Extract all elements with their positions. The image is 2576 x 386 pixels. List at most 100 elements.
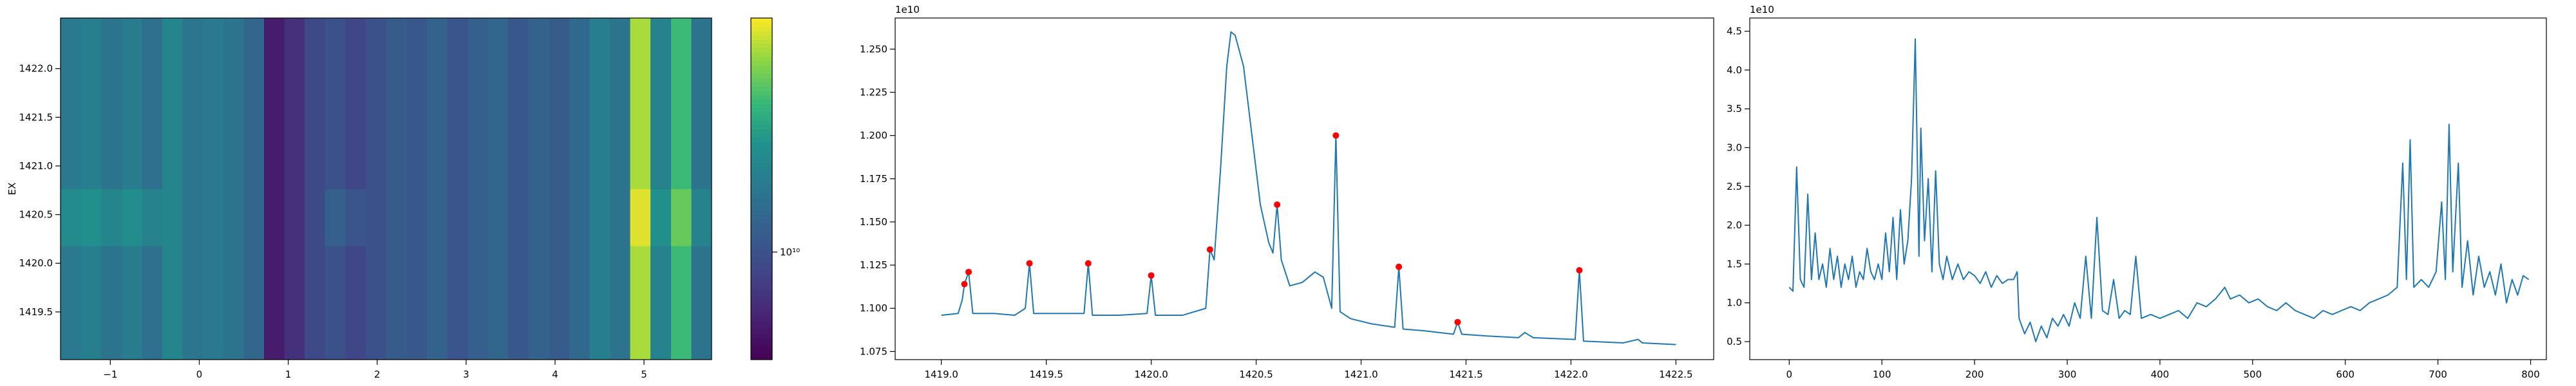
heatmap-cell [182,75,204,133]
heatmap-cell [406,302,428,360]
heatmap-cell [284,132,305,190]
heatmap-cell [691,188,712,246]
colorbar-segment [751,351,772,356]
heatmap-cell [203,18,224,76]
heatmap-cell [223,302,244,360]
heatmap-cell [569,132,591,190]
heatmap-cell [467,302,489,360]
colorbar-segment [751,240,772,245]
colorbar-segment [751,261,772,266]
heatmap-cell [447,188,468,246]
heatmap-cell [223,18,244,76]
peak-marker [1454,318,1461,326]
axes-frame [1749,17,2547,360]
x-tick-label: 1420.0 [1134,369,1168,380]
heatmap-cell [508,132,529,190]
x-tick-label: 1419.0 [924,369,958,380]
heatmap-cell [142,132,163,190]
heatmap-cell [142,246,163,304]
heatmap-cell [61,188,82,246]
colorbar-segment [751,325,772,331]
peak-marker [1084,260,1092,267]
heatmap-cell [284,18,305,76]
heatmap-cell [243,302,265,360]
colorbar-segment [751,69,772,74]
heatmap-cell [549,302,570,360]
heatmap-cell [162,302,184,360]
heatmap-cell [121,188,142,246]
heatmap-cell [630,302,651,360]
colorbar-frame [750,17,773,360]
heatmap-cell [467,75,489,133]
heatmap-cell [630,246,651,304]
y-tick-label: 1422.0 [19,63,53,75]
heatmap-cell [325,188,346,246]
heatmap-cell [263,18,285,76]
heatmap-cell [223,75,244,133]
heatmap-cell [691,132,712,190]
x-tick-label: 0 [196,369,203,380]
heatmap-cell [467,18,489,76]
colorbar-segment [751,235,772,241]
colorbar-segment [751,206,772,211]
colorbar-segment [751,291,772,297]
heatmap-cell [426,302,448,360]
heatmap-cell [305,246,326,304]
colorbar-segment [751,342,772,347]
heatmap-cell [406,246,428,304]
heatmap-cell [243,75,265,133]
heatmap-cell [101,302,122,360]
colorbar-segment [751,48,772,53]
heatmap-cell [528,188,549,246]
heatmap-cell [488,75,509,133]
heatmap-cell [488,132,509,190]
heatmap-cell [223,246,244,304]
heatmap-cell [305,132,326,190]
heatmap-cell [610,188,631,246]
heatmap-cell [528,18,549,76]
heatmap-cell [386,188,407,246]
heatmap-cell [182,188,204,246]
heatmap-cell [447,18,468,76]
heatmap-cell [630,188,651,246]
x-tick-label: 1421.0 [1344,369,1378,380]
heatmap-cell [691,75,712,133]
heatmap-cell [61,132,82,190]
heatmap-cell [549,132,570,190]
y-tick-label: 3.0 [1727,142,1742,153]
heatmap-cell [610,132,631,190]
heatmap-cell [569,246,591,304]
heatmap-cell [549,18,570,76]
x-tick-label: 2 [374,369,381,380]
heatmap-cell [488,246,509,304]
colorbar-segment [751,244,772,250]
colorbar-segment [751,163,772,168]
heatmap-cell [569,18,591,76]
heatmap-cell [508,188,529,246]
heatmap-cell [508,75,529,133]
heatmap-cell [365,75,387,133]
colorbar-segment [751,150,772,155]
heatmap-cell [549,75,570,133]
heatmap-cell [365,246,387,304]
heatmap-cell [284,302,305,360]
heatmap-cell [386,132,407,190]
heatmap-cell [488,188,509,246]
colorbar-segment [751,312,772,318]
heatmap-cell [345,246,366,304]
heatmap-cell [426,246,448,304]
heatmap-cell [345,302,366,360]
colorbar-segment [751,90,772,96]
heatmap-cell [447,75,468,133]
colorbar-segment [751,334,772,339]
y-tick-label: 1.200 [860,130,887,142]
heatmap-cell [243,188,265,246]
colorbar-segment [751,137,772,143]
heatmap-cell [467,188,489,246]
colorbar-segment [751,274,772,279]
heatmap-cell [650,302,672,360]
y-tick-label: 1.225 [860,86,887,98]
heatmap-cell [589,132,611,190]
y-tick-label: 4.0 [1727,64,1742,76]
heatmap-cell [447,302,468,360]
